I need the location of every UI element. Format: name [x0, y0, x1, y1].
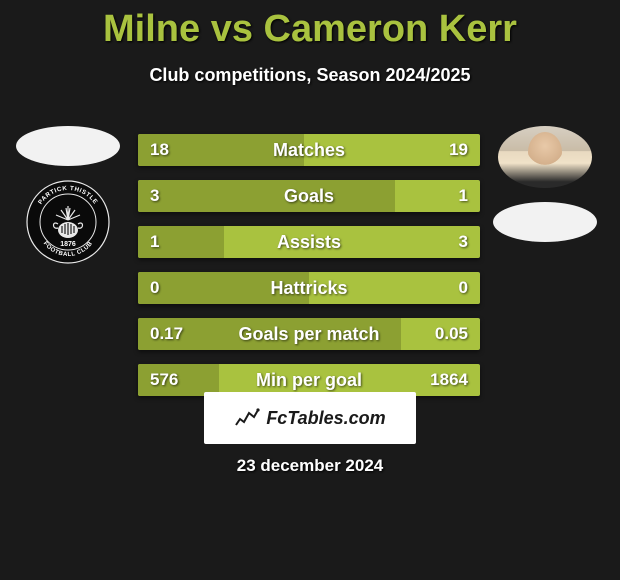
stat-label: Hattricks — [138, 272, 480, 304]
brand-text: FcTables.com — [266, 408, 385, 429]
stat-row: 3Goals1 — [138, 180, 480, 212]
stat-label: Goals — [138, 180, 480, 212]
left-club-badge: PARTICK THISTLE FOOTBALL CLUB 1876 — [18, 180, 118, 264]
stat-value-right: 1864 — [430, 364, 468, 396]
stat-label: Goals per match — [138, 318, 480, 350]
stat-row: 1Assists3 — [138, 226, 480, 258]
left-player-column: PARTICK THISTLE FOOTBALL CLUB 1876 — [8, 126, 128, 264]
stat-value-right: 3 — [459, 226, 468, 258]
stat-value-right: 0.05 — [435, 318, 468, 350]
stat-value-right: 0 — [459, 272, 468, 304]
page-subtitle: Club competitions, Season 2024/2025 — [0, 65, 620, 86]
stat-label: Assists — [138, 226, 480, 258]
left-player-avatar-placeholder — [16, 126, 120, 166]
brand-logo: FcTables.com — [204, 392, 416, 444]
footer-date: 23 december 2024 — [0, 456, 620, 476]
badge-year: 1876 — [60, 241, 76, 248]
page-title: Milne vs Cameron Kerr — [0, 0, 620, 51]
stat-value-right: 19 — [449, 134, 468, 166]
thistle-badge-icon: PARTICK THISTLE FOOTBALL CLUB 1876 — [18, 180, 118, 264]
right-player-column — [490, 126, 600, 242]
stat-row: 18Matches19 — [138, 134, 480, 166]
stat-label: Matches — [138, 134, 480, 166]
stat-bars: 18Matches193Goals11Assists30Hattricks00.… — [138, 134, 480, 396]
stat-row: 0Hattricks0 — [138, 272, 480, 304]
stat-row: 0.17Goals per match0.05 — [138, 318, 480, 350]
stat-value-right: 1 — [459, 180, 468, 212]
comparison-panel: PARTICK THISTLE FOOTBALL CLUB 1876 18Mat… — [0, 126, 620, 406]
fctables-icon — [234, 407, 260, 429]
right-player-avatar — [498, 126, 592, 188]
right-club-placeholder — [493, 202, 597, 242]
